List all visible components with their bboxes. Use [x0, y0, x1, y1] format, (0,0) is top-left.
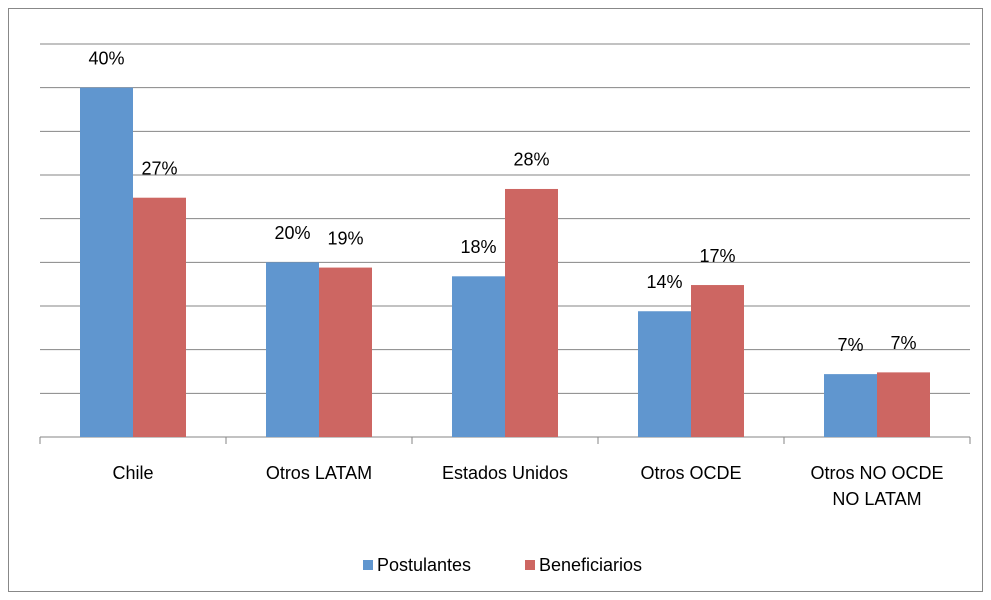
bar — [80, 87, 133, 438]
bar — [452, 276, 505, 437]
x-tick-label: Chile — [112, 463, 154, 483]
legend-label: Beneficiarios — [539, 555, 642, 575]
x-tick-label: Otros OCDE — [640, 463, 742, 483]
data-label: 7% — [837, 335, 863, 355]
x-tick-label: Otros LATAM — [265, 463, 373, 483]
data-label: 17% — [699, 246, 735, 266]
x-tick-label: Otros NO OCDE NO LATAM — [810, 463, 944, 509]
bar — [133, 197, 186, 437]
bar — [877, 372, 930, 437]
bar — [691, 285, 744, 437]
data-label: 7% — [890, 333, 916, 353]
data-label: 40% — [88, 48, 124, 68]
data-label: 14% — [646, 272, 682, 292]
data-label: 18% — [460, 237, 496, 257]
data-label: 20% — [274, 223, 310, 243]
bar — [638, 311, 691, 437]
legend-swatch — [363, 560, 373, 570]
data-label: 27% — [141, 158, 177, 178]
bar — [266, 262, 319, 437]
legend-swatch — [525, 560, 535, 570]
data-label: 28% — [513, 150, 549, 170]
bar — [824, 374, 877, 437]
legend-label: Postulantes — [377, 555, 471, 575]
bar — [319, 267, 372, 437]
bar — [505, 188, 558, 437]
data-label: 19% — [327, 228, 363, 248]
x-tick-label: Estados Unidos — [441, 463, 569, 483]
